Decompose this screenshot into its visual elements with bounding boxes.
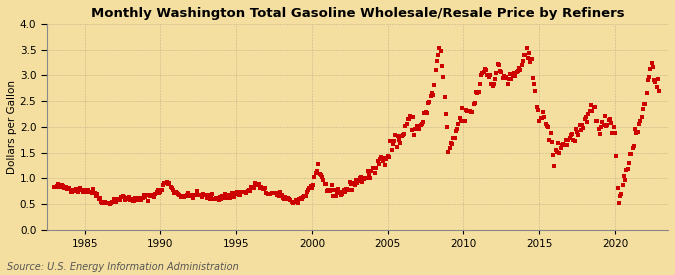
Text: Source: U.S. Energy Information Administration: Source: U.S. Energy Information Administ… [7,262,238,272]
Title: Monthly Washington Total Gasoline Wholesale/Resale Price by Refiners: Monthly Washington Total Gasoline Wholes… [90,7,624,20]
Y-axis label: Dollars per Gallon: Dollars per Gallon [7,80,17,174]
